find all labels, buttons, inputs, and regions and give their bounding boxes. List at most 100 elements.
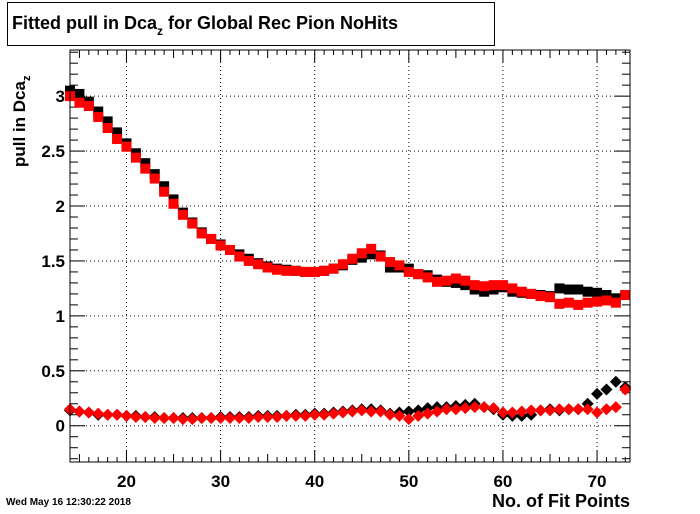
chart-title-box: Fitted pull in Dcaz for Global Rec Pion … bbox=[7, 2, 495, 46]
data-point-diamond bbox=[449, 403, 462, 416]
data-point-square bbox=[526, 288, 537, 299]
data-point-square bbox=[140, 158, 151, 169]
data-point-square bbox=[290, 265, 301, 276]
y-tick-label: 0.5 bbox=[41, 362, 65, 381]
data-point-diamond bbox=[327, 407, 340, 420]
data-point-diamond bbox=[186, 413, 199, 426]
data-point-diamond bbox=[252, 410, 265, 423]
data-point-square bbox=[563, 297, 574, 308]
data-point-diamond bbox=[468, 401, 481, 414]
data-point-diamond bbox=[421, 407, 434, 420]
data-point-square bbox=[225, 244, 235, 255]
x-axis-label: No. of Fit Points bbox=[492, 491, 630, 511]
data-point-diamond bbox=[591, 387, 604, 400]
data-point-diamond bbox=[553, 403, 566, 416]
data-point-diamond bbox=[384, 408, 396, 421]
data-point-square bbox=[206, 233, 217, 244]
chart-title-rest: for Global Rec Pion NoHits bbox=[163, 13, 399, 33]
data-point-diamond bbox=[600, 403, 613, 416]
data-point-diamond bbox=[129, 410, 142, 423]
data-point-square bbox=[328, 263, 339, 274]
data-point-square bbox=[385, 257, 395, 268]
data-point-square bbox=[93, 106, 104, 117]
data-point-square bbox=[582, 286, 593, 297]
data-point-square bbox=[93, 112, 104, 123]
data-point-square bbox=[130, 152, 141, 163]
data-point-square bbox=[168, 198, 179, 209]
data-point-diamond bbox=[365, 405, 378, 418]
data-point-diamond bbox=[214, 412, 227, 425]
data-point-square bbox=[385, 262, 395, 273]
data-point-diamond bbox=[534, 404, 547, 417]
data-point-square bbox=[187, 218, 198, 229]
x-tick-label: 60 bbox=[493, 472, 512, 491]
data-point-diamond bbox=[591, 406, 604, 419]
data-point-square bbox=[573, 299, 584, 310]
data-point-diamond bbox=[600, 383, 613, 396]
data-point-diamond bbox=[176, 413, 189, 426]
data-point-square bbox=[74, 88, 85, 99]
data-point-square bbox=[112, 127, 123, 138]
data-point-square bbox=[394, 260, 405, 271]
data-point-square bbox=[272, 264, 283, 275]
data-point-diamond bbox=[82, 406, 95, 419]
data-point-diamond bbox=[506, 406, 519, 419]
data-point-square bbox=[102, 116, 113, 127]
data-point-square bbox=[319, 265, 330, 276]
data-point-diamond bbox=[158, 412, 171, 425]
data-point-diamond bbox=[496, 406, 509, 419]
data-point-square bbox=[140, 163, 151, 174]
data-point-square bbox=[74, 97, 85, 108]
data-point-square bbox=[479, 281, 490, 292]
data-point-square bbox=[582, 297, 593, 308]
data-point-diamond bbox=[515, 405, 528, 418]
data-point-diamond bbox=[525, 404, 538, 417]
data-point-square bbox=[610, 297, 621, 308]
data-point-square bbox=[159, 181, 170, 192]
data-point-square bbox=[469, 280, 480, 291]
data-point-square bbox=[620, 290, 631, 301]
data-point-diamond bbox=[581, 403, 594, 416]
data-point-diamond bbox=[572, 403, 585, 416]
data-point-square bbox=[592, 287, 603, 298]
data-point-diamond bbox=[139, 410, 152, 423]
data-point-diamond bbox=[402, 405, 415, 418]
data-point-square bbox=[375, 251, 386, 262]
data-point-diamond bbox=[431, 405, 444, 418]
data-point-square bbox=[403, 266, 414, 277]
data-point-square bbox=[149, 173, 160, 184]
data-markers bbox=[64, 85, 632, 426]
data-point-diamond bbox=[299, 409, 312, 422]
chart-title: Fitted pull in Dcaz for Global Rec Pion … bbox=[12, 13, 399, 38]
chart-title-subscript: z bbox=[157, 24, 164, 38]
data-point-square bbox=[309, 266, 320, 277]
data-point-diamond bbox=[412, 409, 425, 422]
data-point-diamond bbox=[487, 402, 500, 415]
data-point-diamond bbox=[280, 409, 293, 422]
data-point-square bbox=[413, 269, 424, 280]
data-point-diamond bbox=[101, 408, 114, 421]
data-point-diamond bbox=[478, 401, 491, 414]
data-point-square bbox=[215, 240, 226, 251]
data-point-square bbox=[300, 266, 311, 277]
data-point-diamond bbox=[73, 405, 86, 418]
data-point-diamond bbox=[261, 410, 274, 423]
data-point-square bbox=[488, 280, 499, 291]
data-point-square bbox=[112, 133, 123, 144]
x-tick-label: 40 bbox=[305, 472, 324, 491]
data-point-diamond bbox=[271, 410, 284, 423]
data-point-diamond bbox=[224, 412, 236, 425]
data-point-diamond bbox=[289, 409, 302, 422]
data-point-square bbox=[234, 251, 245, 262]
y-tick-label: 2.5 bbox=[41, 142, 65, 161]
data-point-square bbox=[450, 273, 461, 284]
x-tick-label: 50 bbox=[399, 472, 418, 491]
data-point-diamond bbox=[111, 408, 124, 421]
data-point-diamond bbox=[242, 412, 255, 425]
data-point-square bbox=[507, 283, 518, 294]
data-point-diamond bbox=[148, 412, 161, 425]
data-point-square bbox=[601, 295, 612, 306]
data-point-diamond bbox=[167, 412, 180, 425]
data-point-square bbox=[422, 272, 433, 283]
